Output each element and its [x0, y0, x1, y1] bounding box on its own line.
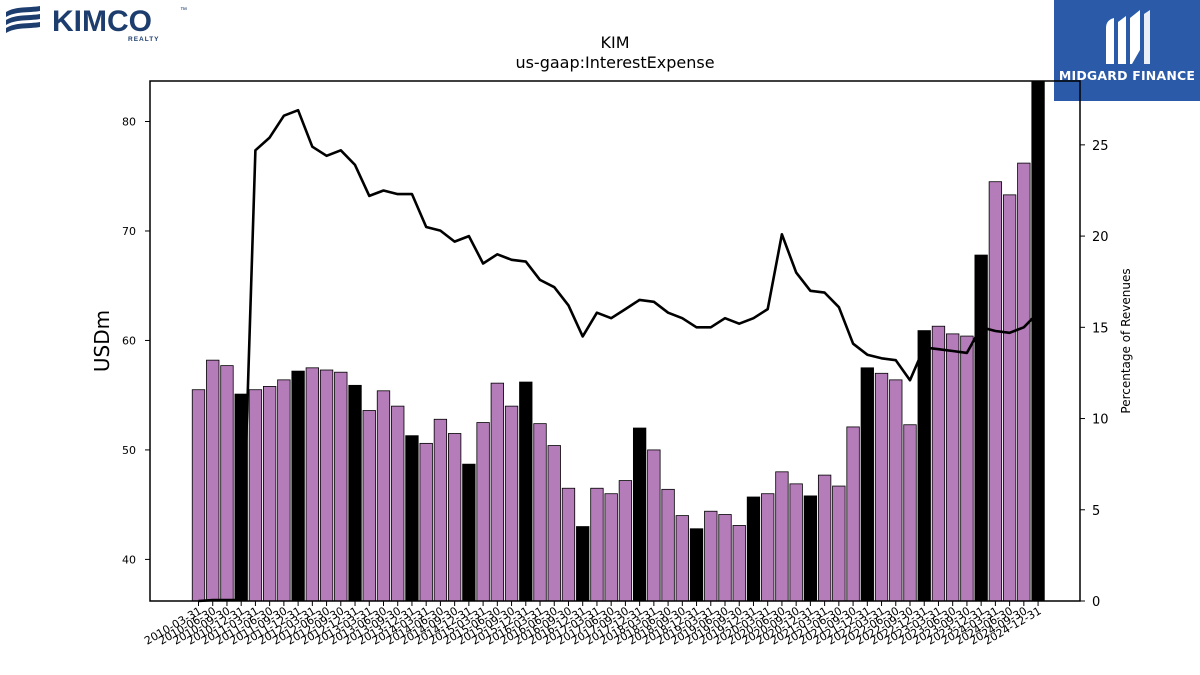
y2-tick-label: 0 [1092, 595, 1100, 610]
bar-2010-06-30 [206, 359, 220, 602]
y-tick-label: 80 [122, 116, 136, 129]
bar-2019-03-31 [704, 510, 718, 602]
y2-tick-label: 25 [1092, 139, 1109, 154]
left-axis-ticks: 40 50 60 70 80 [122, 116, 150, 566]
bar-2017-09-30 [618, 480, 633, 602]
bar-2014-09-30 [447, 433, 462, 602]
bar-2013-12-31 [405, 435, 419, 602]
kimco-realty-label: REALTY [128, 36, 160, 43]
bar-2012-03-31 [305, 367, 319, 602]
midgard-finance-logo: MIDGARD FINANCE [1054, 0, 1200, 101]
midgard-finance-wordmark: MIDGARD FINANCE [1058, 68, 1196, 83]
y2-tick-label: 20 [1092, 230, 1109, 245]
bar-2010-09-30 [220, 365, 234, 602]
bar-2013-09-30 [391, 405, 405, 602]
bar-2021-06-30 [832, 485, 846, 602]
bar-2017-12-31 [632, 427, 647, 602]
y2-tick-label: 5 [1092, 504, 1100, 519]
bar-2023-12-31 [974, 254, 988, 602]
bar-2020-12-31 [803, 495, 818, 602]
bar-2016-09-30 [561, 487, 576, 602]
percentage-of-revenues-line [198, 108, 1040, 603]
bar-2015-06-30 [490, 382, 504, 602]
kimco-logo: KIMCO ™ REALTY [4, 2, 194, 44]
bar-2024-12-31 [1031, 80, 1045, 602]
bar-2014-03-31 [419, 442, 433, 602]
y-tick-label: 70 [122, 225, 136, 238]
bar-2018-03-31 [647, 449, 661, 602]
bar-2024-09-30 [1017, 162, 1031, 602]
x-axis-ticks: 2010-03-312010-06-302010-09-302010-12-31… [142, 601, 1044, 648]
bar-2016-03-31 [533, 423, 547, 602]
bar-2016-06-30 [547, 445, 561, 602]
bar-2023-03-31 [931, 325, 946, 602]
bar-2023-06-30 [946, 333, 960, 602]
bar-2015-03-31 [476, 422, 490, 602]
bar-2021-03-31 [817, 474, 832, 602]
bar-2018-12-31 [689, 528, 704, 602]
y-tick-label: 40 [122, 553, 136, 566]
y-tick-label: 50 [122, 444, 136, 457]
bar-2018-06-30 [661, 488, 675, 602]
bar-2019-09-30 [732, 525, 746, 602]
bar-2014-12-31 [462, 463, 476, 602]
bar-2015-12-31 [519, 381, 533, 602]
kimco-waves-icon [6, 6, 40, 33]
bar-2022-06-30 [889, 379, 903, 602]
bar-2021-09-30 [846, 426, 860, 602]
bar-2023-09-30 [960, 335, 974, 602]
bar-2012-12-31 [348, 384, 362, 602]
line-series [198, 108, 1040, 603]
chart-subtitle: us-gaap:InterestExpense [515, 53, 714, 72]
bar-2022-03-31 [874, 372, 889, 602]
bar-2012-09-30 [334, 371, 348, 602]
bar-2011-12-31 [291, 370, 305, 602]
bar-2022-09-30 [903, 424, 917, 602]
bar-2010-03-31 [191, 389, 206, 602]
bar-2022-12-31 [917, 330, 931, 602]
kimco-wordmark: KIMCO [52, 5, 152, 38]
y2-tick-label: 10 [1092, 413, 1109, 428]
midgard-emblem-icon [1106, 10, 1150, 64]
plot-frame [149, 80, 1081, 602]
y-tick-label: 60 [122, 334, 136, 347]
bar-2020-03-31 [761, 493, 775, 602]
bar-2013-03-31 [362, 410, 376, 602]
bar-2016-12-31 [576, 526, 590, 602]
right-axis-ticks: 0 5 10 15 20 25 [1080, 139, 1109, 610]
bar-2015-09-30 [504, 405, 519, 602]
bar-series [191, 80, 1045, 602]
bar-2019-12-31 [746, 496, 761, 602]
bar-2020-06-30 [775, 471, 789, 602]
bar-2018-09-30 [675, 515, 689, 602]
bar-2019-06-30 [718, 514, 732, 602]
bar-2011-03-31 [248, 389, 263, 602]
kimco-tm: ™ [180, 7, 187, 14]
bar-2011-09-30 [277, 379, 291, 602]
y-axis-label: USDm [90, 310, 114, 372]
bar-2012-06-30 [319, 369, 334, 602]
bar-2024-03-31 [988, 181, 1003, 602]
y2-tick-label: 15 [1092, 321, 1109, 336]
chart-title: KIM [600, 33, 629, 52]
bar-2011-06-30 [262, 386, 277, 602]
bar-2021-12-31 [860, 367, 874, 602]
bar-2013-06-30 [376, 390, 391, 602]
bar-2017-06-30 [604, 493, 618, 602]
bar-2014-06-30 [433, 418, 448, 602]
bar-2024-06-30 [1002, 194, 1017, 602]
y2-axis-label: Percentage of Revenues [1119, 268, 1133, 413]
bar-2017-03-31 [590, 487, 604, 602]
bar-2020-09-30 [789, 483, 803, 602]
